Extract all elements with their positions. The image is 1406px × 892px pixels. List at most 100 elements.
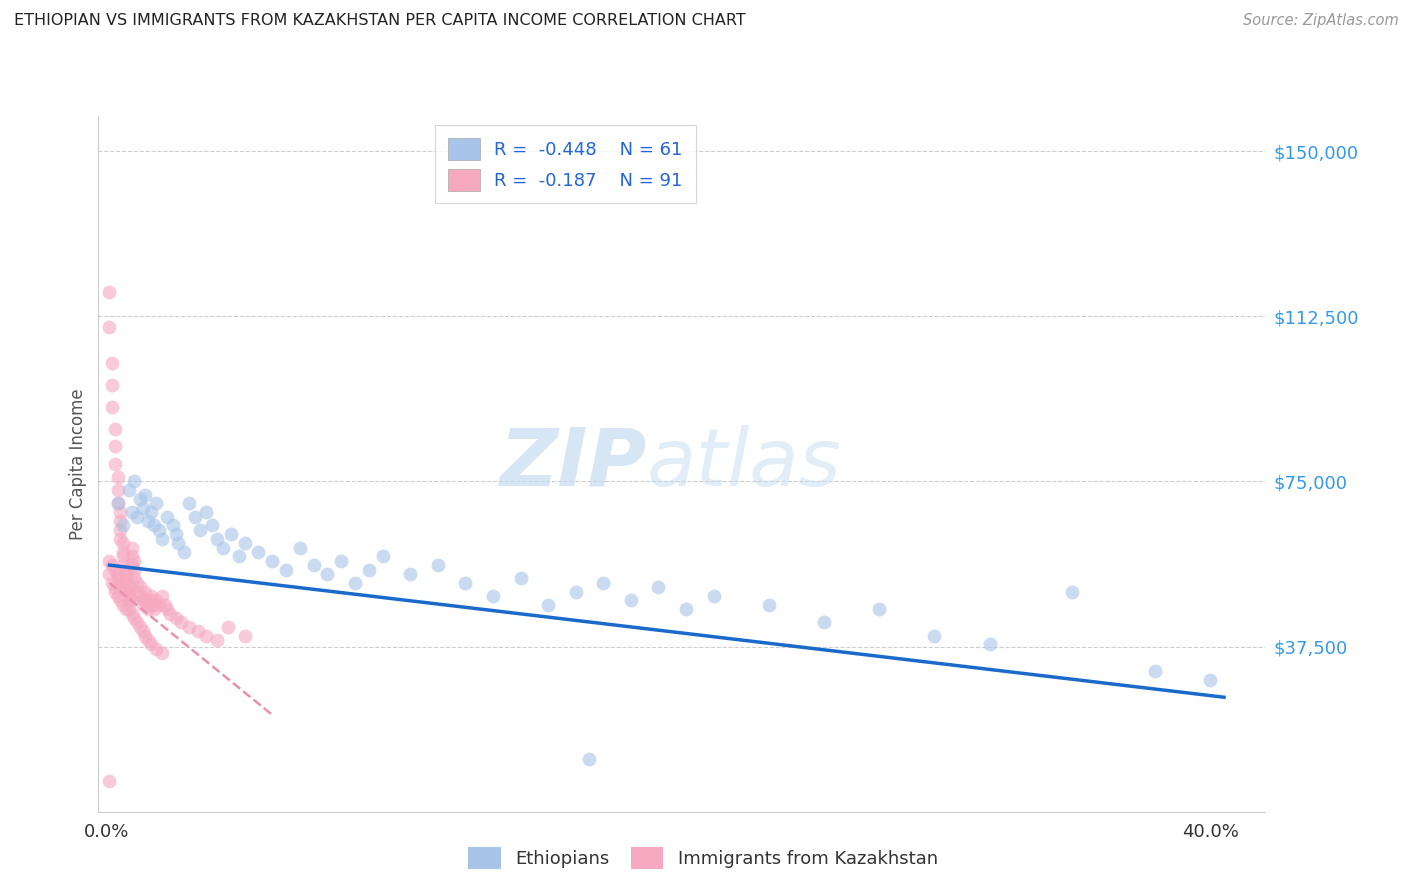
Point	[98, 554, 121, 568]
Y-axis label: Per Capita Income: Per Capita Income	[69, 388, 87, 540]
Point	[165, 611, 187, 625]
Point	[115, 566, 138, 581]
Point	[979, 637, 1001, 651]
Point	[159, 607, 181, 621]
Point	[115, 584, 138, 599]
Point	[139, 505, 162, 519]
Point	[647, 580, 669, 594]
Point	[165, 527, 187, 541]
Point	[104, 439, 127, 453]
Point	[426, 558, 449, 573]
Point	[121, 505, 143, 519]
Point	[195, 629, 218, 643]
Point	[179, 620, 201, 634]
Point	[110, 575, 132, 590]
Point	[112, 558, 135, 573]
Point	[131, 593, 153, 607]
Point	[112, 536, 135, 550]
Point	[107, 571, 129, 585]
Point	[104, 580, 127, 594]
Point	[703, 589, 725, 603]
Point	[118, 483, 141, 498]
Point	[110, 523, 132, 537]
Point	[107, 496, 129, 510]
Point	[104, 457, 127, 471]
Point	[134, 629, 156, 643]
Point	[813, 615, 835, 630]
Point	[233, 629, 256, 643]
Point	[578, 752, 600, 766]
Point	[107, 483, 129, 498]
Point	[758, 598, 780, 612]
Point	[128, 620, 150, 634]
Point	[128, 589, 150, 603]
Point	[104, 422, 127, 436]
Point	[162, 518, 184, 533]
Point	[107, 470, 129, 484]
Point	[112, 580, 135, 594]
Point	[1144, 664, 1167, 678]
Point	[145, 641, 167, 656]
Point	[924, 629, 946, 643]
Point	[98, 285, 121, 299]
Point	[134, 488, 156, 502]
Point	[173, 545, 195, 559]
Point	[139, 589, 162, 603]
Point	[112, 545, 135, 559]
Point	[131, 624, 153, 639]
Point	[101, 355, 124, 369]
Point	[121, 541, 143, 555]
Point	[110, 514, 132, 528]
Point	[139, 637, 162, 651]
Point	[98, 566, 121, 581]
Point	[118, 602, 141, 616]
Point	[200, 518, 222, 533]
Point	[131, 500, 153, 515]
Point	[124, 571, 146, 585]
Point	[868, 602, 890, 616]
Point	[112, 518, 135, 533]
Point	[107, 589, 129, 603]
Point	[211, 541, 233, 555]
Point	[121, 549, 143, 564]
Point	[190, 523, 212, 537]
Point	[142, 518, 165, 533]
Legend: Ethiopians, Immigrants from Kazakhstan: Ethiopians, Immigrants from Kazakhstan	[458, 838, 948, 879]
Point	[104, 584, 127, 599]
Point	[148, 523, 170, 537]
Point	[121, 593, 143, 607]
Point	[274, 562, 297, 576]
Point	[184, 509, 207, 524]
Point	[115, 571, 138, 585]
Point	[148, 598, 170, 612]
Point	[156, 602, 179, 616]
Point	[124, 611, 146, 625]
Point	[316, 566, 339, 581]
Legend: R =  -0.448    N = 61, R =  -0.187    N = 91: R = -0.448 N = 61, R = -0.187 N = 91	[434, 125, 696, 203]
Point	[131, 598, 153, 612]
Point	[302, 558, 325, 573]
Point	[124, 562, 146, 576]
Point	[110, 505, 132, 519]
Point	[98, 773, 121, 788]
Point	[128, 491, 150, 506]
Point	[454, 575, 477, 590]
Point	[262, 554, 284, 568]
Point	[115, 602, 138, 616]
Point	[156, 509, 179, 524]
Point	[115, 562, 138, 576]
Point	[101, 558, 124, 573]
Point	[125, 575, 148, 590]
Point	[128, 580, 150, 594]
Point	[142, 602, 165, 616]
Text: ZIP: ZIP	[499, 425, 647, 503]
Point	[179, 496, 201, 510]
Point	[125, 509, 148, 524]
Point	[564, 584, 586, 599]
Point	[620, 593, 643, 607]
Point	[357, 562, 380, 576]
Point	[125, 584, 148, 599]
Point	[1062, 584, 1084, 599]
Point	[399, 566, 422, 581]
Point	[150, 532, 173, 546]
